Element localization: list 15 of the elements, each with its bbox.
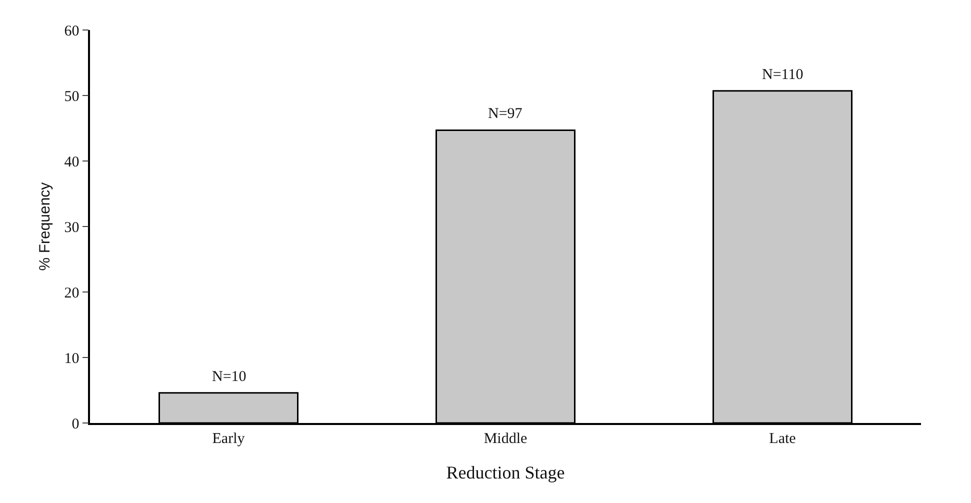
x-tick-label: Middle — [484, 430, 528, 447]
annotation: N=97 — [488, 106, 523, 122]
x-axis-title: Reduction Stage — [446, 462, 565, 482]
y-axis-title: % Frequency — [36, 182, 54, 271]
x-tick-label: Late — [769, 430, 796, 447]
y-tick-label: 40 — [64, 154, 80, 170]
y-tick-label: 50 — [64, 88, 80, 105]
y-tick-label: 0 — [72, 416, 80, 432]
y-tick-label: 30 — [64, 220, 80, 236]
y-tick-label: 10 — [64, 350, 80, 367]
x-tick-label: Early — [212, 430, 246, 447]
annotation: N=110 — [762, 67, 804, 83]
y-tick-label: 60 — [64, 23, 80, 40]
annotation: N=10 — [212, 369, 246, 385]
y-tick-label: 20 — [64, 285, 80, 302]
